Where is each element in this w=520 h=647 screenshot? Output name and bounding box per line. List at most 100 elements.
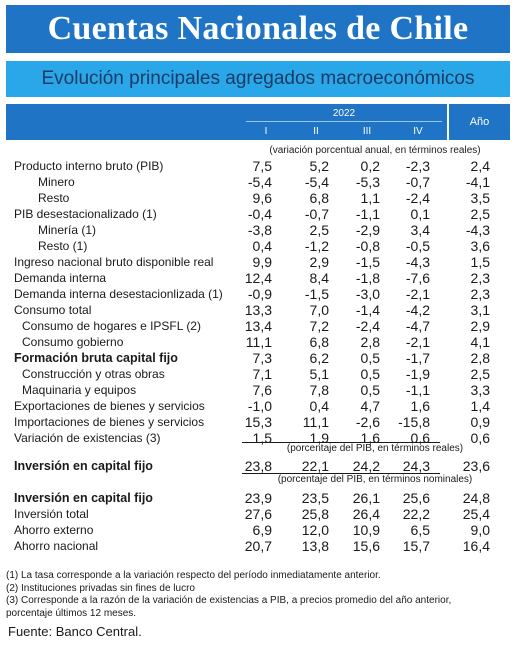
separator <box>242 442 440 443</box>
row-label: Minero <box>38 175 75 189</box>
quarter-value: 13,3 <box>244 302 272 318</box>
quarter-value: -3,8 <box>247 222 272 238</box>
quarter-value: 0,5 <box>360 366 380 382</box>
row-label: Inversión en capital fijo <box>14 459 153 473</box>
quarter-value: -0,7 <box>304 206 329 222</box>
quarter-value: -1,4 <box>355 302 380 318</box>
table-row: Importaciones de bienes y servicios 15,3 1… <box>0 415 520 430</box>
table-row: Construcción y otras obras 7,1 5,1 0,5 -1,9 2… <box>0 367 520 382</box>
quarter-value: 7,3 <box>252 350 272 366</box>
annual-value: 1,4 <box>470 398 490 414</box>
table-row: Exportaciones de bienes y servicios -1,0 0… <box>0 399 520 414</box>
annual-value: 2,3 <box>470 270 490 286</box>
quarter-value: -1,9 <box>405 366 430 382</box>
row-label: Variación de existencias (3) <box>14 431 161 445</box>
annual-value: 0,6 <box>470 430 490 446</box>
quarter-value: 0,2 <box>360 158 380 174</box>
quarter-value: -2,6 <box>355 414 380 430</box>
table-row: Consumo gobierno 11,1 6,8 2,8 -2,1 4,1 <box>0 335 520 350</box>
annual-value: 2,5 <box>470 206 490 222</box>
footnote-3: (3) Corresponde a la razón de la variaci… <box>6 595 452 606</box>
quarter-value: 25,6 <box>402 490 430 506</box>
quarter-value: 7,1 <box>252 366 272 382</box>
quarter-value: 26,1 <box>352 490 380 506</box>
annual-value: 2,8 <box>470 350 490 366</box>
quarter-value: -2,3 <box>405 158 430 174</box>
note-pib-nominal: (porcentaje del PIB, en términos nominal… <box>277 474 473 485</box>
year-label: 2022 <box>246 108 442 122</box>
page-title: Cuentas Nacionales de Chile <box>6 5 510 53</box>
quarter-value: -2,9 <box>355 222 380 238</box>
quarter-value: 3,4 <box>410 222 430 238</box>
quarter-value: 0,1 <box>410 206 430 222</box>
quarter-value: 15,6 <box>352 538 380 554</box>
quarter-value: 5,2 <box>309 158 329 174</box>
row-label: Ahorro externo <box>14 523 94 537</box>
quarter-value: 11,1 <box>245 334 272 350</box>
quarter-value: 7,0 <box>309 302 329 318</box>
table-row: Minería (1) -3,8 2,5 -2,9 3,4 -4,3 <box>0 223 520 238</box>
row-label: Importaciones de bienes y servicios <box>14 415 205 429</box>
row-label: PIB desestacionalizado (1) <box>14 207 157 221</box>
annual-value: 2,9 <box>470 318 490 334</box>
source-text: Fuente: Banco Central. <box>8 624 142 639</box>
quarter-value: 1,9 <box>309 430 329 446</box>
quarter-value: -5,3 <box>355 174 380 190</box>
quarter-value: -1,7 <box>405 350 430 366</box>
quarter-value: 8,4 <box>309 270 329 286</box>
table-row: Producto interno bruto (PIB) 7,5 5,2 0,2 -2,… <box>0 159 520 174</box>
quarter-value: -5,4 <box>304 174 329 190</box>
annual-value: 3,3 <box>470 382 490 398</box>
quarter-3-header: III <box>362 126 372 137</box>
quarter-4-header: IV <box>413 126 423 137</box>
table-row: Resto (1) 0,4 -1,2 -0,8 -0,5 3,6 <box>0 239 520 254</box>
annual-value: 3,5 <box>470 190 490 206</box>
quarter-value: 22,1 <box>301 458 329 474</box>
quarter-value: 2,8 <box>360 334 380 350</box>
quarter-value: 15,7 <box>402 538 430 554</box>
table-header: 2022 I II III IV Año <box>6 104 510 140</box>
quarter-value: -1,1 <box>405 382 430 398</box>
quarter-value: 5,1 <box>309 366 329 382</box>
annual-value: 2,3 <box>470 286 490 302</box>
table-row: PIB desestacionalizado (1) -0,4 -0,7 -1,1 0,… <box>0 207 520 222</box>
annual-value: 2,5 <box>470 366 490 382</box>
quarter-value: -2,4 <box>355 318 380 334</box>
quarter-value: 1,1 <box>360 190 380 206</box>
quarter-value: 23,8 <box>244 458 272 474</box>
quarter-value: -4,3 <box>405 254 430 270</box>
table-row: Inversión en capital fijo 23,8 22,1 24,2 24,… <box>0 459 520 474</box>
annual-value: 2,4 <box>470 158 490 174</box>
table-row: Minero -5,4 -5,4 -5,3 -0,7 -4,1 <box>0 175 520 190</box>
quarter-value: -4,2 <box>405 302 430 318</box>
footnotes: (1) La tasa corresponde a la variación r… <box>6 570 510 620</box>
quarter-value: 9,6 <box>252 190 272 206</box>
quarter-value: -2,1 <box>405 286 430 302</box>
row-label: Demanda interna desestacionlizada (1) <box>14 287 223 301</box>
quarter-value: 2,5 <box>309 222 329 238</box>
quarter-value: -1,8 <box>355 270 380 286</box>
quarter-value: 24,3 <box>402 458 430 474</box>
annual-value: 0,9 <box>470 414 490 430</box>
table-row: Ahorro externo 6,9 12,0 10,9 6,5 9,0 <box>0 523 520 538</box>
note-real-variation: (variación porcentual anual, en términos… <box>269 145 481 156</box>
table-row: Consumo total 13,3 7,0 -1,4 -4,2 3,1 <box>0 303 520 318</box>
quarter-value: 1,5 <box>252 430 272 446</box>
row-label: Consumo gobierno <box>22 335 124 349</box>
row-label: Minería (1) <box>38 223 97 237</box>
quarter-value: 7,2 <box>309 318 329 334</box>
quarter-value: 22,2 <box>402 506 430 522</box>
table-row: Variación de existencias (3) 1,5 1,9 1,6 0,6… <box>0 431 520 446</box>
annual-value: 9,0 <box>470 522 490 538</box>
quarter-value: 1,6 <box>410 398 430 414</box>
quarter-value: 0,4 <box>309 398 329 414</box>
table-row: Demanda interna 12,4 8,4 -1,8 -7,6 2,3 <box>0 271 520 286</box>
row-label: Ingreso nacional bruto disponible real <box>14 255 214 269</box>
quarter-value: -1,2 <box>304 238 329 254</box>
quarter-value: 12,4 <box>244 270 272 286</box>
quarter-value: 6,9 <box>252 522 272 538</box>
annual-value: 25,4 <box>462 506 490 522</box>
quarter-value: -15,8 <box>398 414 430 430</box>
annual-value: 3,6 <box>470 238 490 254</box>
quarter-value: -2,4 <box>405 190 430 206</box>
